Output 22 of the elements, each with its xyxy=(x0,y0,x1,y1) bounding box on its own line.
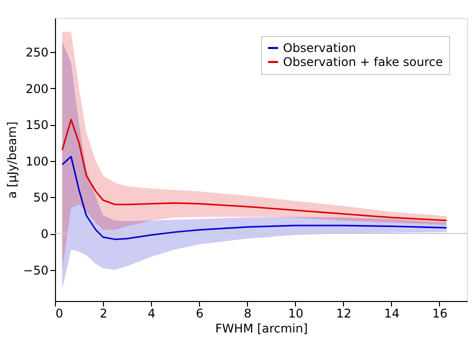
y-tick-label: −50 xyxy=(23,263,48,278)
line-series xyxy=(61,156,448,240)
x-tick-label: 2 xyxy=(100,306,108,320)
y-tick-label: 200 xyxy=(26,82,48,96)
x-tick-label: 10 xyxy=(288,306,304,320)
y-tick-label: 250 xyxy=(26,46,48,60)
y-tick-label: 150 xyxy=(26,118,48,132)
x-tick-label: 12 xyxy=(336,306,352,320)
x-tick-label: 0 xyxy=(56,306,64,320)
x-tick-label: 6 xyxy=(196,306,204,320)
x-axis-title: FWHM [arcmin] xyxy=(215,322,308,336)
legend-label: Observation xyxy=(283,41,356,55)
y-axis-title: a [μJy/beam] xyxy=(5,122,20,198)
y-tick-label: 50 xyxy=(33,190,48,205)
x-tick-label: 16 xyxy=(432,306,448,320)
x-tick-label: 4 xyxy=(148,306,156,320)
y-tick-label: 100 xyxy=(26,154,48,168)
legend-label: Observation + fake source xyxy=(283,55,443,69)
y-tick-label: 0 xyxy=(40,227,48,242)
x-tick-label: 8 xyxy=(244,306,252,320)
line-series xyxy=(61,118,448,222)
x-tick-label: 14 xyxy=(384,306,400,320)
